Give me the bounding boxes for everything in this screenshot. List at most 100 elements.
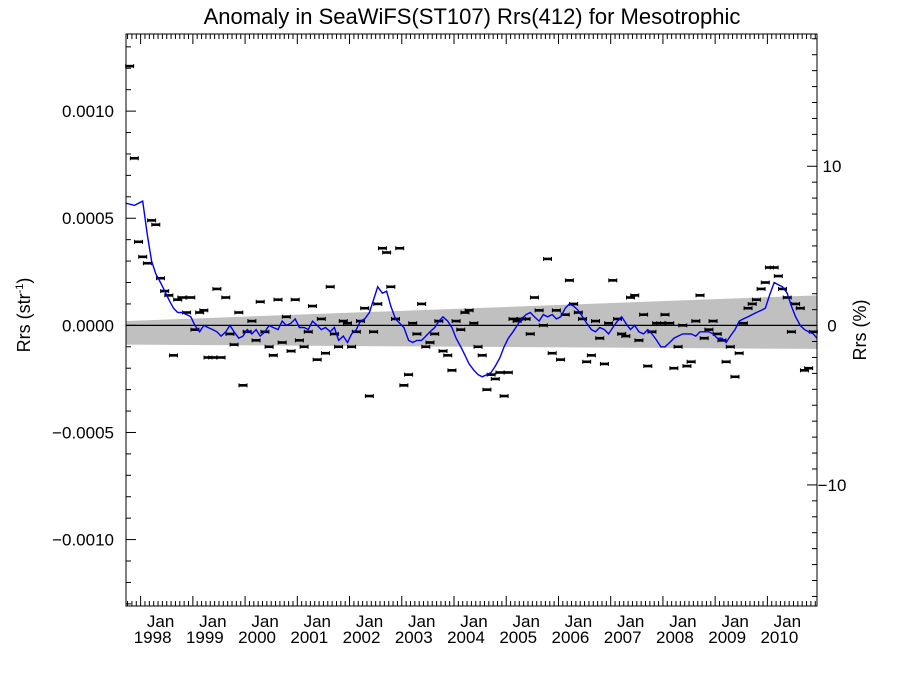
anomaly-point bbox=[234, 310, 244, 315]
anomaly-point bbox=[229, 342, 239, 347]
x-tick-month-label: Jan bbox=[774, 612, 801, 631]
anomaly-point bbox=[386, 284, 396, 289]
x-tick-year-label: 2007 bbox=[604, 628, 642, 647]
anomaly-point bbox=[395, 246, 405, 251]
x-tick-month-label: Jan bbox=[565, 612, 592, 631]
x-tick-month-label: Jan bbox=[513, 612, 540, 631]
anomaly-point bbox=[456, 327, 466, 332]
anomaly-point bbox=[529, 295, 539, 300]
anomaly-point bbox=[773, 274, 783, 279]
x-tick-year-label: 1998 bbox=[134, 628, 172, 647]
anomaly-point bbox=[682, 364, 692, 369]
anomaly-point bbox=[656, 321, 666, 326]
anomaly-point bbox=[665, 321, 675, 326]
anomaly-point bbox=[704, 327, 714, 332]
anomaly-point bbox=[473, 344, 483, 349]
anomaly-point bbox=[477, 353, 487, 358]
anomaly-point bbox=[142, 261, 152, 266]
anomaly-point bbox=[151, 222, 161, 227]
x-tick-month-label: Jan bbox=[721, 612, 748, 631]
x-tick-month-label: Jan bbox=[408, 612, 435, 631]
anomaly-point bbox=[586, 353, 596, 358]
anomaly-point bbox=[277, 340, 287, 345]
anomaly-point bbox=[251, 338, 261, 343]
anomaly-point bbox=[447, 368, 457, 373]
anomaly-point bbox=[556, 357, 566, 362]
chart-title: Anomaly in SeaWiFS(ST107) Rrs(412) for M… bbox=[204, 4, 741, 29]
x-tick-year-label: 2005 bbox=[499, 628, 537, 647]
x-tick-year-label: 2002 bbox=[343, 628, 381, 647]
anomaly-point bbox=[686, 359, 696, 364]
y-left-tick-label: −0.0010 bbox=[52, 531, 114, 550]
anomaly-point bbox=[786, 329, 796, 334]
anomaly-point bbox=[417, 301, 427, 306]
anomaly-point bbox=[551, 308, 561, 313]
y-axis-right-title: Rrs (%) bbox=[850, 300, 870, 361]
x-tick-month-label: Jan bbox=[617, 612, 644, 631]
x-tick-year-label: 2003 bbox=[395, 628, 433, 647]
anomaly-point bbox=[247, 319, 257, 324]
anomaly-point bbox=[595, 336, 605, 341]
x-tick-year-label: 2001 bbox=[290, 628, 328, 647]
monthly-anomaly-points bbox=[125, 64, 818, 399]
anomaly-point bbox=[542, 256, 552, 261]
anomaly-point bbox=[273, 297, 283, 302]
anomaly-point bbox=[321, 351, 331, 356]
anomaly-point bbox=[290, 297, 300, 302]
anomaly-point bbox=[499, 394, 509, 399]
anomaly-point bbox=[534, 308, 544, 313]
anomaly-point bbox=[199, 308, 209, 313]
anomaly-point bbox=[490, 376, 500, 381]
anomaly-point bbox=[721, 359, 731, 364]
anomaly-point bbox=[268, 353, 278, 358]
x-tick-year-label: 2008 bbox=[656, 628, 694, 647]
anomaly-point bbox=[404, 372, 414, 377]
anomaly-point bbox=[778, 286, 788, 291]
y-left-tick-label: −0.0005 bbox=[52, 423, 114, 442]
x-tick-month-label: Jan bbox=[460, 612, 487, 631]
anomaly-point bbox=[464, 308, 474, 313]
anomaly-point bbox=[573, 310, 583, 315]
x-tick-year-label: 2010 bbox=[760, 628, 798, 647]
anomaly-point bbox=[216, 355, 226, 360]
x-tick-month-label: Jan bbox=[669, 612, 696, 631]
anomaly-point bbox=[582, 359, 592, 364]
anomaly-point bbox=[325, 284, 335, 289]
anomaly-point bbox=[334, 344, 344, 349]
x-tick-month-label: Jan bbox=[147, 612, 174, 631]
anomaly-point bbox=[138, 254, 148, 259]
x-tick-year-label: 1999 bbox=[186, 628, 224, 647]
anomaly-point bbox=[177, 295, 187, 300]
anomaly-point bbox=[660, 312, 670, 317]
anomaly-point bbox=[221, 295, 231, 300]
anomaly-point bbox=[364, 394, 374, 399]
anomaly-point bbox=[421, 344, 431, 349]
anomaly-point bbox=[208, 355, 218, 360]
anomaly-point bbox=[782, 295, 792, 300]
anomaly-point bbox=[669, 366, 679, 371]
x-axis-ticks: Jan1998Jan1999Jan2000Jan2001Jan2002Jan20… bbox=[127, 34, 816, 647]
anomaly-point bbox=[347, 344, 357, 349]
anomaly-point bbox=[678, 323, 688, 328]
anomaly-point bbox=[286, 349, 296, 354]
anomaly-point bbox=[382, 250, 392, 255]
anomaly-point bbox=[564, 278, 574, 283]
anomaly-point bbox=[469, 321, 479, 326]
anomaly-point bbox=[430, 331, 440, 336]
anomaly-point bbox=[373, 301, 383, 306]
anomaly-point bbox=[699, 336, 709, 341]
y-right-tick-label: 10 bbox=[823, 157, 842, 176]
x-tick-month-label: Jan bbox=[199, 612, 226, 631]
anomaly-point bbox=[608, 278, 618, 283]
x-tick-year-label: 2004 bbox=[447, 628, 485, 647]
anomaly-point bbox=[443, 353, 453, 358]
anomaly-point bbox=[577, 316, 587, 321]
y-axis-right-ticks: 10 0 −10 bbox=[807, 38, 846, 597]
x-tick-year-label: 2000 bbox=[238, 628, 276, 647]
anomaly-point bbox=[342, 321, 352, 326]
y-left-tick-label: 0.0005 bbox=[62, 209, 114, 228]
anomaly-point bbox=[212, 286, 222, 291]
anomaly-point bbox=[708, 319, 718, 324]
anomaly-point bbox=[730, 374, 740, 379]
anomaly-point bbox=[303, 329, 313, 334]
